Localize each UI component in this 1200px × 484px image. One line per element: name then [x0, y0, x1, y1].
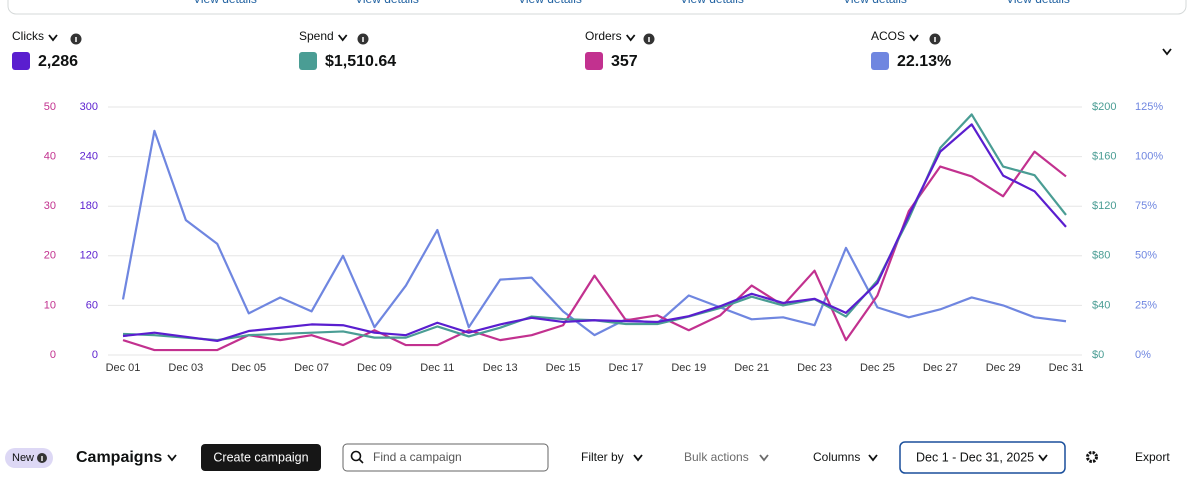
- section-title: Campaigns: [76, 449, 162, 466]
- x-tick-label: Dec 05: [231, 362, 266, 374]
- y-tick-label: $80: [1092, 250, 1110, 262]
- x-tick-label: Dec 27: [923, 362, 958, 374]
- date-range: Dec 1 - Dec 31, 2025: [916, 450, 1034, 464]
- view-details-link[interactable]: View details: [518, 0, 582, 6]
- metric-value: 357: [611, 53, 638, 70]
- date-chevron: [1038, 454, 1048, 462]
- x-tick-label: Dec 03: [168, 362, 203, 374]
- y-tick-label: $40: [1092, 299, 1110, 311]
- metric-label[interactable]: ACOS: [871, 29, 905, 43]
- create-button-text: Create campaign: [213, 450, 308, 464]
- metric-chevron: [909, 34, 919, 42]
- y-tick-label: 75%: [1135, 200, 1157, 212]
- search-placeholder: Find a campaign: [373, 450, 462, 464]
- new-badge: [5, 448, 53, 468]
- x-tick-label: Dec 31: [1049, 362, 1084, 374]
- series-line: [122, 150, 1067, 352]
- x-tick-label: Dec 01: [106, 362, 141, 374]
- top-links: View details View details View details View…: [193, 0, 1070, 6]
- metrics: Clicks 2,286 Spend $1,510.64 Orders 357 ACOS 22…: [12, 29, 951, 70]
- y-tick-label: 50: [44, 101, 56, 113]
- y-tick-label: $0: [1092, 349, 1104, 361]
- view-details-link[interactable]: View details: [843, 0, 907, 6]
- series-line: [122, 123, 1067, 343]
- export-button[interactable]: Export: [1135, 450, 1170, 464]
- search-box[interactable]: [342, 443, 549, 472]
- view-details-link[interactable]: View details: [193, 0, 257, 6]
- columns-chevron: [868, 454, 878, 462]
- x-tick-label: Dec 09: [357, 362, 392, 374]
- view-details-link[interactable]: View details: [680, 0, 744, 6]
- y-tick-label: $160: [1092, 151, 1116, 163]
- x-tick-label: Dec 13: [483, 362, 518, 374]
- y-tick-label: 20: [44, 250, 56, 262]
- y-tick-label: 30: [44, 200, 56, 212]
- y-tick-label: 240: [80, 151, 98, 163]
- badge-text: New: [12, 452, 34, 464]
- y-tick-label: 0: [92, 349, 98, 361]
- settings-icon[interactable]: [1086, 451, 1098, 463]
- filter-button[interactable]: Filter by: [581, 450, 624, 464]
- view-details-link[interactable]: View details: [1006, 0, 1070, 6]
- summary-card: [7, 0, 1187, 15]
- y-tick-label: 10: [44, 299, 56, 311]
- x-tick-label: Dec 23: [797, 362, 832, 374]
- x-tick-label: Dec 11: [420, 362, 454, 374]
- x-tick-label: Dec 29: [986, 362, 1021, 374]
- metric-label[interactable]: Spend: [299, 29, 334, 43]
- y-tick-label: $120: [1092, 200, 1116, 212]
- y-tick-label: 0%: [1135, 349, 1151, 361]
- toolbar: New Campaigns Create campaign Find a cam…: [5, 441, 1170, 474]
- metric-value: 2,286: [38, 53, 78, 70]
- metric-swatch[interactable]: [585, 52, 603, 70]
- date-picker[interactable]: [899, 441, 1066, 474]
- columns-button[interactable]: Columns: [813, 450, 860, 464]
- metric-chevron: [625, 34, 636, 42]
- x-tick-label: Dec 21: [734, 362, 769, 374]
- bulk-chevron: [759, 454, 769, 462]
- y-tick-label: 100%: [1135, 151, 1163, 163]
- metric-chevron: [48, 34, 58, 42]
- metric-value: $1,510.64: [325, 53, 396, 70]
- y-tick-label: 180: [80, 200, 98, 212]
- x-tick-label: Dec 19: [671, 362, 706, 374]
- y-tick-label: 50%: [1135, 250, 1157, 262]
- metric-label[interactable]: Orders: [585, 29, 622, 43]
- search-icon-handle: [358, 458, 364, 464]
- x-tick-label: Dec 17: [609, 362, 644, 374]
- y-tick-label: 0: [50, 349, 56, 361]
- metric-swatch[interactable]: [12, 52, 30, 70]
- y-tick-label: 120: [80, 250, 98, 262]
- collapse-chevron[interactable]: [1162, 48, 1172, 56]
- filter-chevron: [633, 454, 643, 462]
- y-tick-label: 40: [44, 151, 56, 163]
- y-tick-label: 25%: [1135, 299, 1157, 311]
- chart: 0 60 120 180 240 300 $0 $40 $80 $120 $160 $200 0 10 20…: [44, 101, 1164, 374]
- bulk-button[interactable]: Bulk actions: [684, 450, 749, 464]
- y-tick-label: 60: [86, 299, 98, 311]
- x-tick-label: Dec 15: [546, 362, 581, 374]
- metric-swatch[interactable]: [299, 52, 317, 70]
- x-tick-label: Dec 07: [294, 362, 329, 374]
- view-details-link[interactable]: View details: [355, 0, 419, 6]
- y-tick-label: $200: [1092, 101, 1116, 113]
- y-tick-label: 125%: [1135, 101, 1163, 113]
- metric-value: 22.13%: [897, 53, 951, 70]
- y-tick-label: 300: [80, 101, 98, 113]
- search-icon: [350, 450, 362, 462]
- metric-swatch[interactable]: [871, 52, 889, 70]
- section-chevron[interactable]: [167, 454, 177, 462]
- create-button[interactable]: [201, 444, 321, 471]
- x-tick-label: Dec 25: [860, 362, 895, 374]
- metric-label[interactable]: Clicks: [12, 29, 44, 43]
- metric-chevron: [338, 34, 348, 42]
- series-line: [121, 129, 1067, 337]
